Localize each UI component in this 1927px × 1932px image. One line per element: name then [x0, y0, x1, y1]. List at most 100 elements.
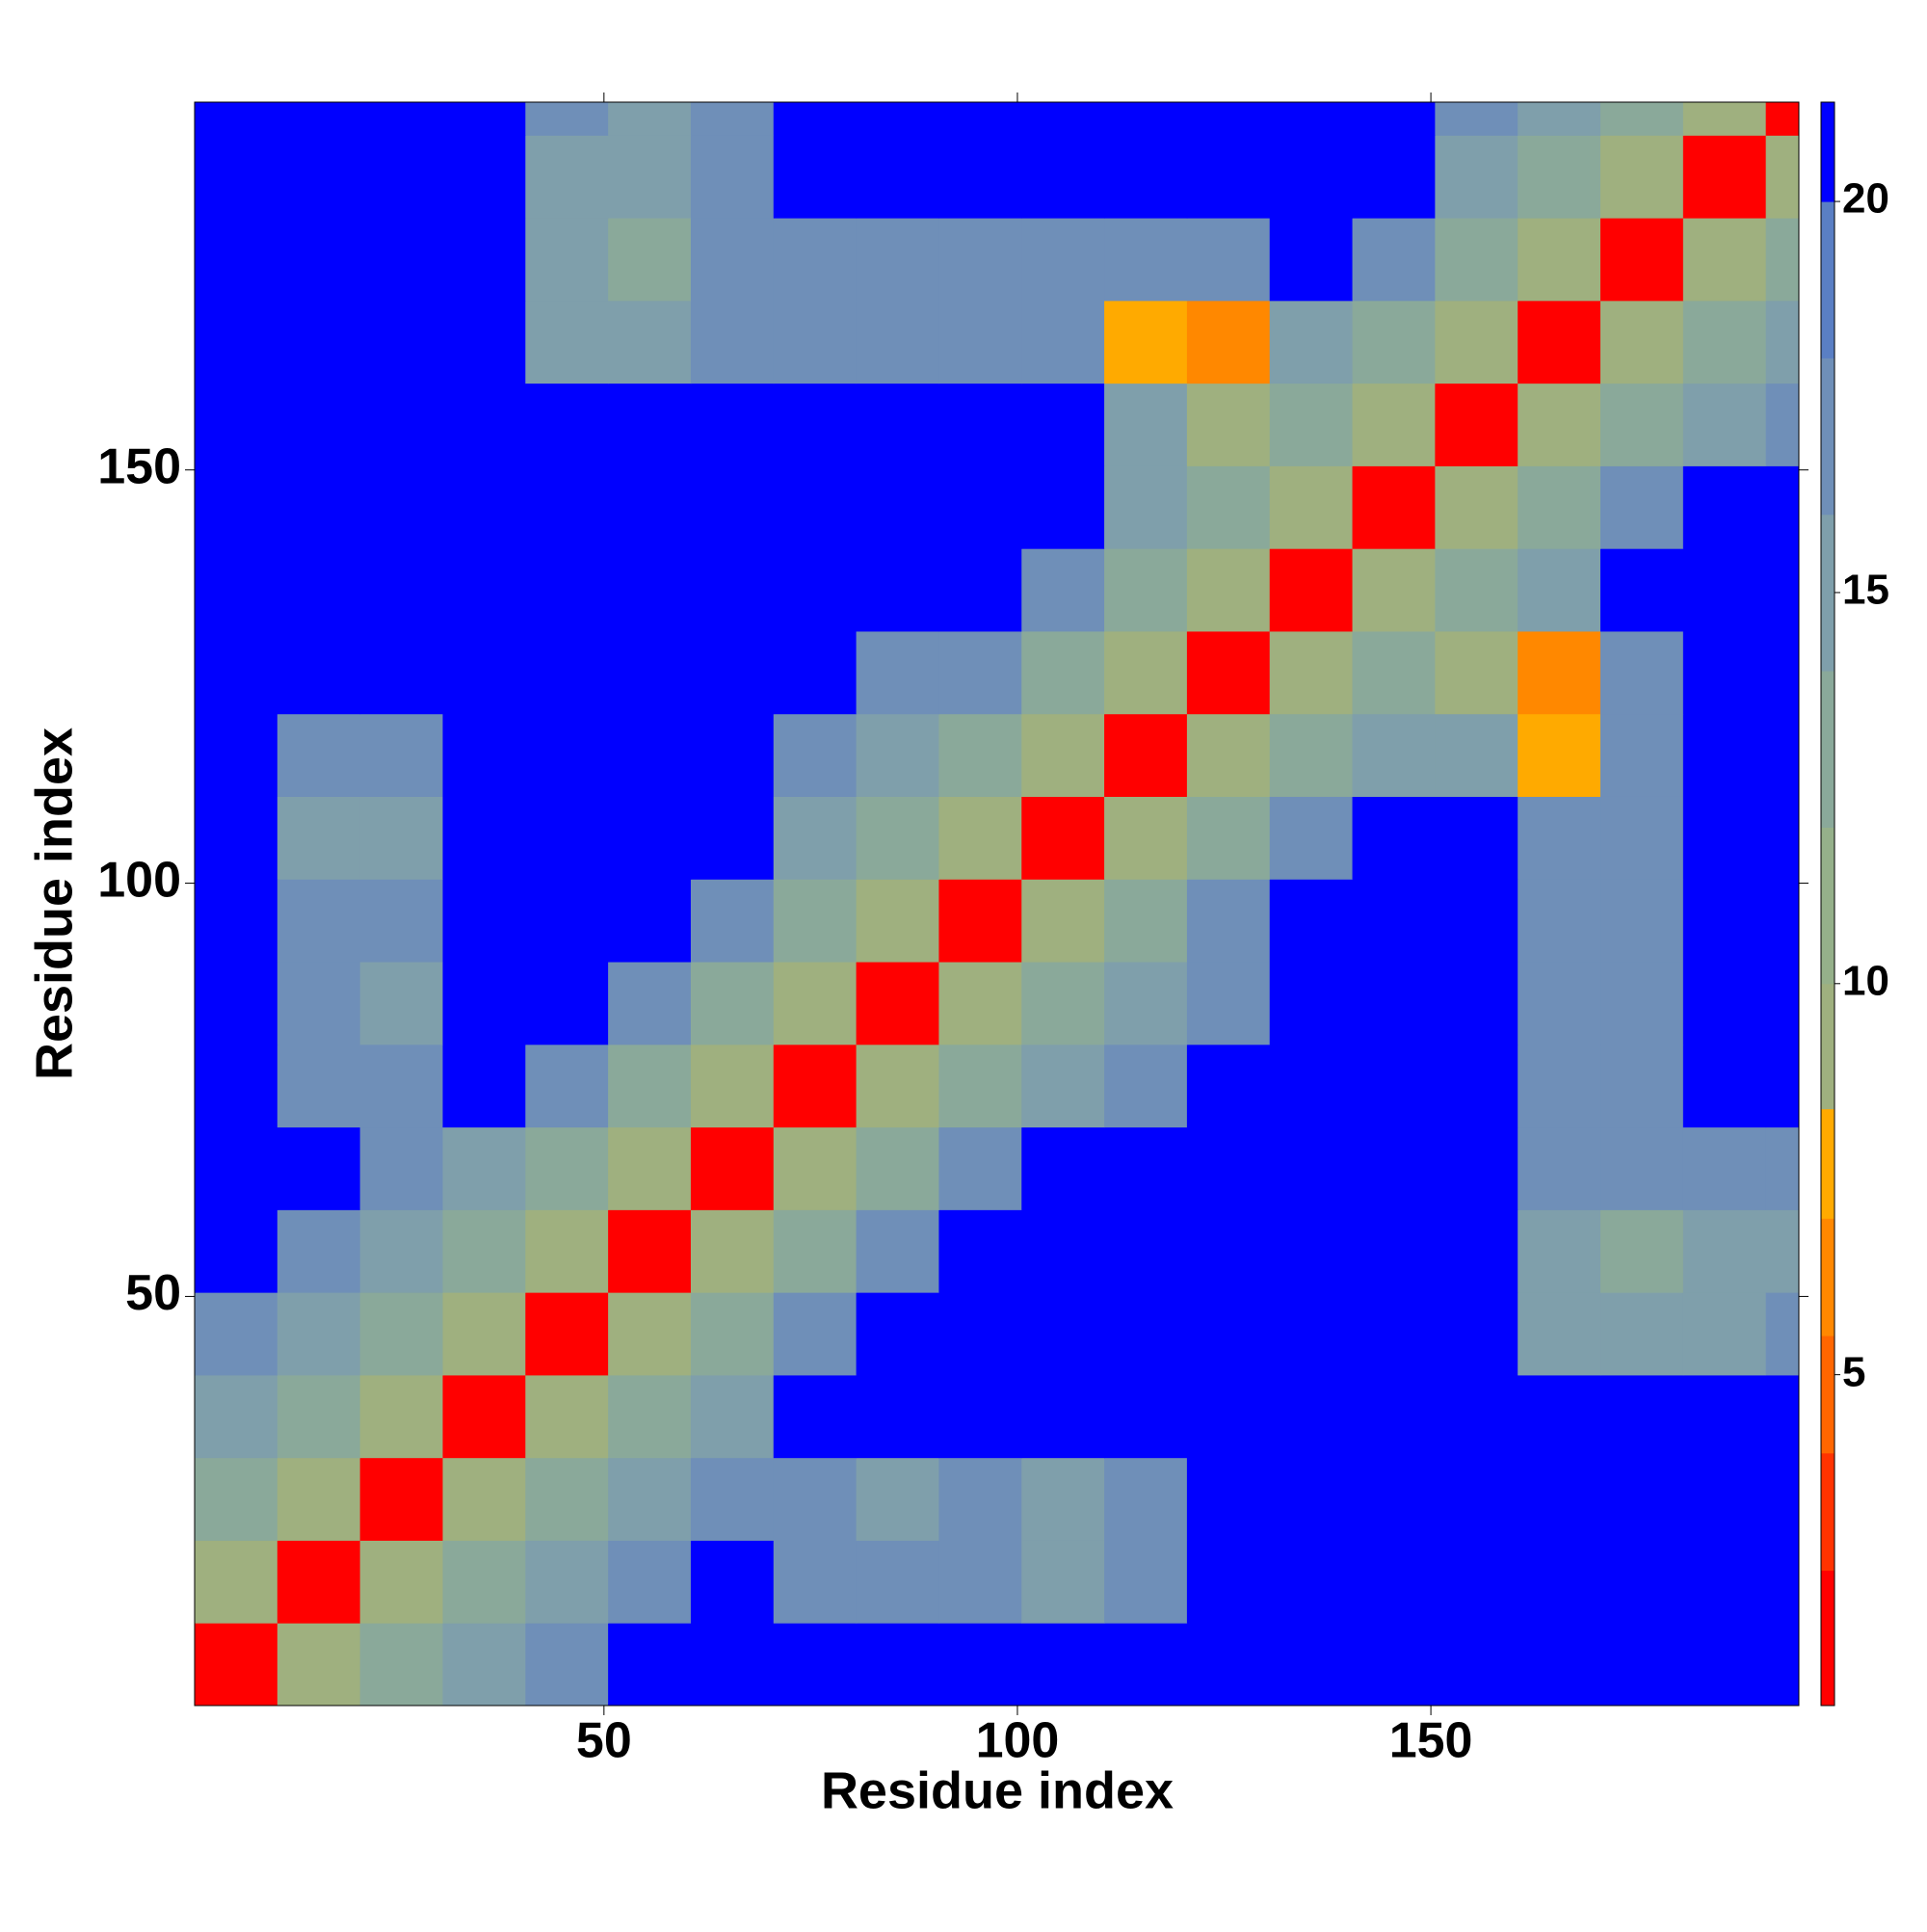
heatmap-cell: [1021, 1540, 1105, 1624]
colorbar-segment: [1821, 1218, 1835, 1337]
heatmap-cell: [690, 713, 775, 797]
heatmap-cell: [525, 1126, 609, 1210]
heatmap-cell: [690, 135, 775, 219]
heatmap-cell: [1269, 1126, 1354, 1210]
heatmap-cell: [525, 465, 609, 549]
heatmap-cell: [277, 465, 361, 549]
heatmap-cell: [1104, 1044, 1188, 1128]
heatmap-cell: [1682, 1623, 1767, 1707]
heatmap-cell: [1518, 1457, 1601, 1541]
heatmap-cell: [359, 383, 443, 466]
heatmap-cell: [525, 135, 609, 219]
heatmap-cell: [1518, 1126, 1601, 1210]
heatmap-cell: [1682, 1374, 1767, 1459]
heatmap-cell: [359, 1126, 443, 1210]
heatmap-cell: [1352, 1540, 1436, 1624]
heatmap-cell: [1600, 1126, 1684, 1210]
heatmap-cell: [195, 1126, 278, 1210]
heatmap-cell: [525, 630, 609, 715]
heatmap-cell: [1021, 879, 1105, 963]
heatmap-cell: [856, 135, 939, 219]
heatmap-cell: [1682, 1044, 1767, 1128]
heatmap-cell: [1600, 218, 1684, 302]
heatmap-cell: [1435, 465, 1518, 549]
heatmap-cell: [525, 962, 609, 1045]
heatmap-cell: [195, 548, 278, 632]
heatmap-cell: [195, 879, 278, 963]
heatmap-cell: [442, 548, 526, 632]
heatmap-cell: [1435, 102, 1518, 136]
heatmap-cell: [1186, 1126, 1271, 1210]
heatmap-cell: [277, 300, 361, 384]
heatmap-cell: [1435, 796, 1518, 880]
heatmap-cell: [1269, 102, 1354, 136]
heatmap-cell: [608, 1374, 692, 1459]
heatmap-cell: [277, 796, 361, 880]
heatmap-cell: [690, 548, 775, 632]
heatmap-cell: [277, 1292, 361, 1376]
heatmap-cell: [359, 1374, 443, 1459]
heatmap-cell: [856, 1374, 939, 1459]
heatmap-cell: [195, 796, 278, 880]
heatmap-cell: [608, 102, 692, 136]
colorbar-segment: [1821, 1452, 1835, 1572]
heatmap-cell: [608, 796, 692, 880]
heatmap-cell: [856, 1044, 939, 1128]
heatmap-cell: [1435, 879, 1518, 963]
heatmap-cell: [773, 383, 858, 466]
heatmap-cell: [773, 465, 858, 549]
heatmap-cell: [1021, 383, 1105, 466]
heatmap-cell: [1518, 962, 1601, 1045]
heatmap-cell: [195, 102, 278, 136]
heatmap-cell: [442, 218, 526, 302]
heatmap-cell: [1600, 962, 1684, 1045]
heatmap-cell: [856, 383, 939, 466]
heatmap-cell: [1435, 1044, 1518, 1128]
heatmap-cell: [608, 1623, 692, 1707]
heatmap-cell: [1765, 962, 1800, 1045]
heatmap-cell: [1269, 1292, 1354, 1376]
heatmap-cell: [773, 1292, 858, 1376]
heatmap-cell: [1765, 1292, 1800, 1376]
heatmap-cell: [1104, 879, 1188, 963]
heatmap-cell: [1021, 218, 1105, 302]
heatmap-cell: [1186, 1209, 1271, 1293]
heatmap-cell: [608, 1292, 692, 1376]
heatmap-cell: [442, 630, 526, 715]
heatmap-cell: [1518, 1292, 1601, 1376]
heatmap-cell: [442, 465, 526, 549]
heatmap-cell: [938, 1044, 1022, 1128]
heatmap-cell: [1021, 796, 1105, 880]
heatmap-cell: [1269, 218, 1354, 302]
heatmap-cell: [1269, 796, 1354, 880]
heatmap-cell: [1352, 1623, 1436, 1707]
heatmap-cell: [277, 630, 361, 715]
heatmap-cell: [938, 218, 1022, 302]
heatmap-cell: [1600, 1292, 1684, 1376]
heatmap-cell: [1765, 300, 1800, 384]
heatmap-cell: [1352, 1044, 1436, 1128]
heatmap-cell: [856, 713, 939, 797]
heatmap-cell: [1352, 1209, 1436, 1293]
heatmap-cell: [1682, 465, 1767, 549]
heatmap-cell: [1021, 1623, 1105, 1707]
heatmap-cell: [1352, 135, 1436, 219]
colorbar-segment: [1821, 827, 1835, 985]
x-axis-title: Residue index: [821, 1761, 1174, 1819]
heatmap-cell: [1104, 1292, 1188, 1376]
heatmap-cell: [195, 630, 278, 715]
heatmap-cell: [277, 1374, 361, 1459]
heatmap-cell: [1682, 796, 1767, 880]
heatmap-cell: [1435, 1374, 1518, 1459]
y-tick-label: 150: [97, 438, 181, 494]
heatmap-cell: [1765, 713, 1800, 797]
heatmap-cell: [938, 1292, 1022, 1376]
heatmap-cell: [1765, 1457, 1800, 1541]
heatmap-cell: [856, 300, 939, 384]
heatmap-cell: [1600, 1209, 1684, 1293]
heatmap-cell: [1600, 135, 1684, 219]
heatmap-cell: [1682, 135, 1767, 219]
heatmap-cell: [938, 383, 1022, 466]
heatmap-cell: [442, 1209, 526, 1293]
